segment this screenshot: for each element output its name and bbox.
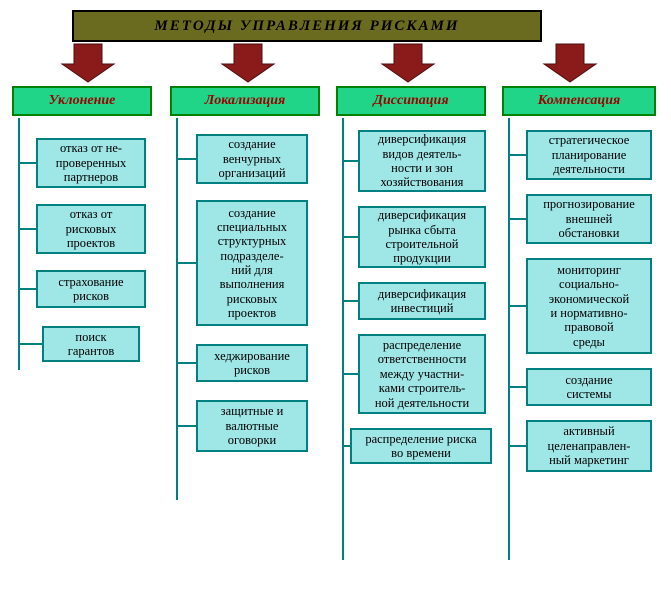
method-item: диверсификациявидов деятель-ности и зонх… xyxy=(358,130,486,192)
category-header: Диссипация xyxy=(336,86,486,116)
method-item: защитные ивалютныеоговорки xyxy=(196,400,308,452)
method-item: отказ отрисковыхпроектов xyxy=(36,204,146,254)
connector-horizontal xyxy=(508,218,526,220)
connector-horizontal xyxy=(176,158,196,160)
method-item: созданиеспециальныхструктурныхподразделе… xyxy=(196,200,308,326)
connector-horizontal xyxy=(508,445,526,447)
method-item: созданиевенчурныхорганизаций xyxy=(196,134,308,184)
method-item: страхованиерисков xyxy=(36,270,146,308)
method-item: активныйцеленаправлен-ный маркетинг xyxy=(526,420,652,472)
method-item: хеджированиерисков xyxy=(196,344,308,382)
method-item: диверсификациярынка сбытастроительнойпро… xyxy=(358,206,486,268)
connector-horizontal xyxy=(176,362,196,364)
connector-horizontal xyxy=(342,300,358,302)
connector-vertical xyxy=(508,118,510,560)
connector-horizontal xyxy=(176,262,196,264)
down-arrow-icon xyxy=(382,44,434,82)
connector-horizontal xyxy=(508,305,526,307)
connector-vertical xyxy=(18,118,20,370)
down-arrow-icon xyxy=(544,44,596,82)
connector-horizontal xyxy=(508,154,526,156)
method-item: распределениеответственностимежду участн… xyxy=(358,334,486,414)
method-item: поискгарантов xyxy=(42,326,140,362)
connector-horizontal xyxy=(18,228,36,230)
diagram-title: МЕТОДЫ УПРАВЛЕНИЯ РИСКАМИ xyxy=(72,10,542,42)
connector-vertical xyxy=(342,118,344,560)
method-item: отказ от не-проверенныхпартнеров xyxy=(36,138,146,188)
method-item: диверсификацияинвестиций xyxy=(358,282,486,320)
connector-horizontal xyxy=(176,425,196,427)
connector-horizontal xyxy=(342,236,358,238)
method-item: стратегическоепланированиедеятельности xyxy=(526,130,652,180)
method-item: прогнозированиевнешнейобстановки xyxy=(526,194,652,244)
connector-horizontal xyxy=(18,162,36,164)
connector-vertical xyxy=(176,118,178,500)
connector-horizontal xyxy=(508,386,526,388)
connector-horizontal xyxy=(18,288,36,290)
category-header: Компенсация xyxy=(502,86,656,116)
connector-horizontal xyxy=(342,160,358,162)
down-arrow-icon xyxy=(222,44,274,82)
category-header: Локализация xyxy=(170,86,320,116)
connector-horizontal xyxy=(342,373,358,375)
method-item: созданиесистемы xyxy=(526,368,652,406)
category-header: Уклонение xyxy=(12,86,152,116)
method-item: распределение рискаво времени xyxy=(350,428,492,464)
method-item: мониторингсоциально-экономическойи норма… xyxy=(526,258,652,354)
down-arrow-icon xyxy=(62,44,114,82)
connector-horizontal xyxy=(342,445,350,447)
connector-horizontal xyxy=(18,343,42,345)
